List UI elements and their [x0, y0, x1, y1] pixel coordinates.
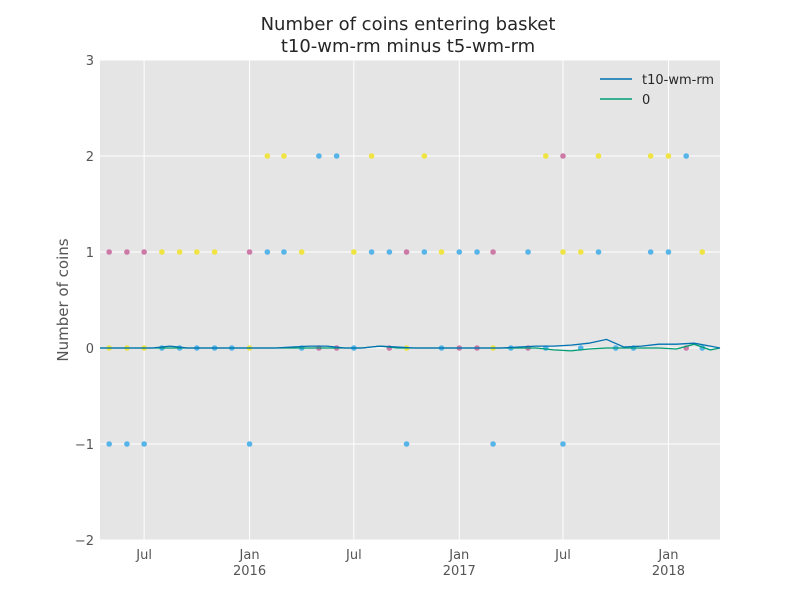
scatter-point — [281, 249, 287, 255]
x-tick-label: Jan — [239, 548, 260, 563]
scatter-point — [368, 249, 375, 255]
scatter-point — [595, 153, 602, 159]
scatter-point — [141, 249, 147, 255]
scatter-point — [421, 153, 428, 159]
x-tick-year-label: 2017 — [443, 564, 476, 579]
y-tick-label: 2 — [86, 150, 94, 165]
y-axis-ticks: −2 −1 0 1 2 3 — [75, 54, 94, 549]
scatter-point — [124, 441, 130, 447]
chart-subtitle: t10-wm-rm minus t5-wm-rm — [281, 36, 535, 57]
series-lines — [100, 338, 721, 352]
scatter-point — [316, 153, 322, 159]
scatter-point — [560, 249, 566, 255]
scatter-point — [246, 249, 253, 255]
scatter-point — [683, 153, 689, 159]
scatter-point — [595, 249, 602, 255]
y-tick-label: 3 — [86, 54, 94, 69]
legend-label-t10-wm-rm: t10-wm-rm — [642, 73, 714, 88]
y-tick-label: −1 — [75, 438, 94, 453]
scatter-point — [525, 249, 531, 255]
x-tick-year-label: 2018 — [652, 564, 685, 579]
scatter-point — [124, 249, 130, 255]
scatter-point — [264, 249, 271, 255]
scatter-point — [490, 441, 496, 447]
scatter-point — [665, 153, 672, 159]
scatter-point — [333, 153, 340, 159]
scatter-point — [543, 153, 549, 159]
plot-area — [100, 60, 720, 540]
scatter-point — [211, 249, 218, 255]
scatter-points — [106, 153, 706, 447]
x-tick-label: Jul — [554, 548, 571, 563]
scatter-point — [421, 249, 428, 255]
x-tick-label: Jul — [135, 548, 152, 563]
series-line-t10-wm-rm — [100, 338, 721, 349]
scatter-point — [141, 441, 147, 447]
scatter-point — [699, 249, 706, 255]
scatter-point — [560, 153, 566, 159]
scatter-point — [386, 249, 393, 255]
scatter-point — [474, 249, 480, 255]
scatter-point — [281, 153, 287, 159]
scatter-point — [456, 249, 463, 255]
scatter-point — [246, 441, 253, 447]
chart-title: Number of coins entering basket — [261, 14, 556, 35]
scatter-point — [438, 249, 445, 255]
y-axis-label: Number of coins — [54, 238, 72, 361]
y-tick-label: 0 — [86, 342, 94, 357]
scatter-point — [490, 249, 496, 255]
scatter-point — [647, 249, 654, 255]
scatter-point — [665, 249, 672, 255]
x-tick-label: Jan — [448, 548, 469, 563]
x-tick-year-label: 2016 — [233, 564, 266, 579]
scatter-point — [577, 249, 584, 255]
scatter-point — [368, 153, 375, 159]
legend: t10-wm-rm 0 — [600, 73, 714, 108]
scatter-point — [159, 249, 165, 255]
scatter-point — [403, 249, 410, 255]
scatter-point — [176, 249, 183, 255]
y-tick-label: −2 — [75, 534, 94, 549]
scatter-point — [647, 153, 654, 159]
scatter-point — [351, 249, 357, 255]
y-tick-label: 1 — [86, 246, 94, 261]
x-tick-label: Jul — [345, 548, 362, 563]
scatter-point — [194, 249, 200, 255]
scatter-point — [106, 249, 112, 255]
legend-label-zero: 0 — [642, 93, 650, 108]
scatter-point — [298, 249, 305, 255]
scatter-point — [403, 441, 410, 447]
scatter-point — [106, 441, 112, 447]
scatter-point — [264, 153, 271, 159]
scatter-point — [560, 441, 566, 447]
x-tick-label: Jan — [657, 548, 678, 563]
